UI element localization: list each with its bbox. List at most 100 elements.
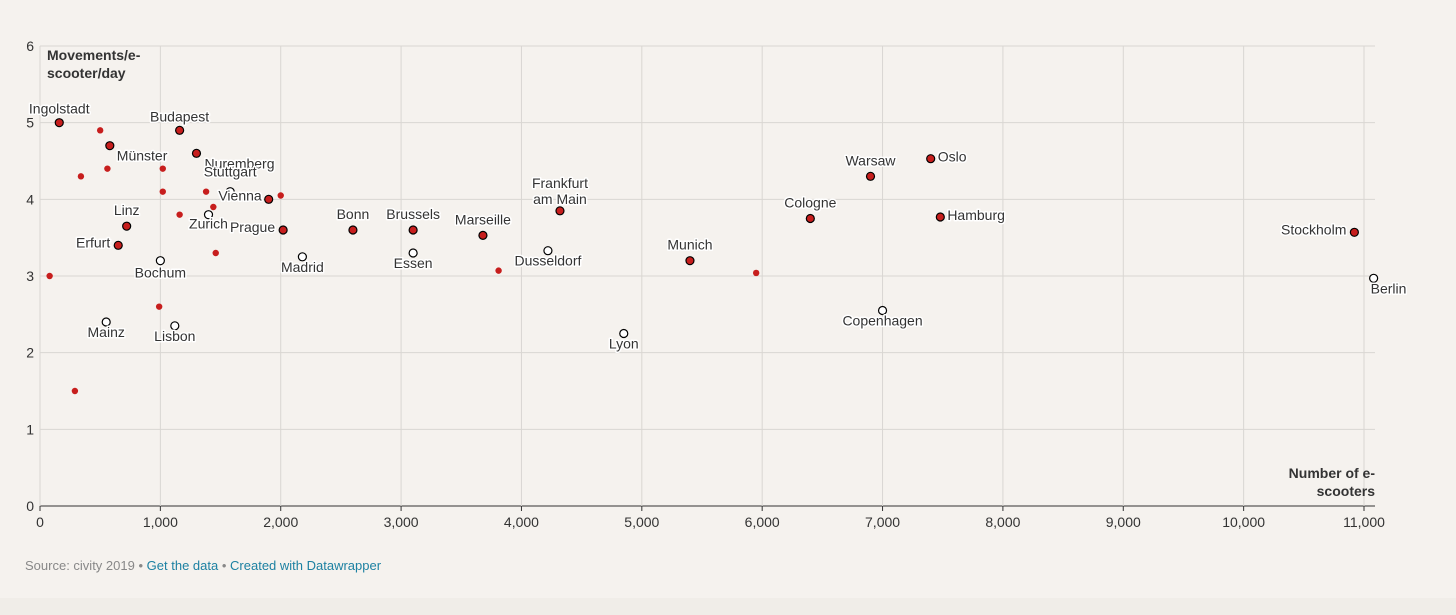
point-label-marseille: Marseille [455, 211, 511, 227]
data-point-munich [685, 256, 695, 266]
point-label-warsaw: Warsaw [845, 152, 896, 168]
tick-labels: 0 1 2 3 4 5 6 0 1,000 2,000 3,000 4,000 5,000 6,000 7,… [26, 38, 1385, 530]
get-data-link[interactable]: Get the data [146, 558, 219, 573]
data-point-frankfurt-am-main [555, 206, 565, 216]
point-label-ingolstadt: Ingolstadt [29, 101, 90, 117]
data-point-erfurt [113, 240, 123, 250]
data-point-bochum [155, 256, 165, 266]
point-label-stuttgart: Stuttgart [204, 164, 257, 180]
data-point-linz [122, 221, 132, 231]
data-point-stuttgart [225, 187, 235, 197]
x-tick-label: 0 [36, 514, 44, 530]
data-point [159, 188, 166, 195]
data-point [210, 203, 217, 211]
data-point-marseille [478, 230, 488, 240]
point-label-prague: Prague [230, 219, 275, 235]
point-label-essen: Essen [394, 255, 433, 271]
y-tick-label: 2 [26, 345, 34, 361]
data-point-vienna [264, 194, 274, 204]
point-label-mainz: Mainz [88, 324, 125, 340]
data-point [46, 272, 53, 280]
data-point-stockholm [1349, 227, 1359, 237]
data-point-mainz [101, 317, 111, 327]
data-point [277, 192, 284, 199]
x-tick-label: 2,000 [263, 514, 298, 530]
y-tick-label: 3 [26, 268, 34, 284]
data-point-copenhagen [877, 305, 888, 316]
x-tick-label: 8,000 [985, 514, 1020, 530]
data-point-ingolstadt [54, 118, 64, 128]
data-point [71, 387, 79, 395]
data-point [159, 165, 166, 172]
point-label-bochum: Bochum [135, 265, 186, 281]
point-label-vienna: Vienna [218, 187, 262, 203]
data-point-hamburg [935, 212, 945, 222]
y-tick-label: 6 [26, 38, 34, 54]
point-label-stockholm: Stockholm [1281, 221, 1346, 237]
data-point [96, 127, 104, 134]
data-point [104, 165, 111, 172]
axis-titles: Movements/e- scooter/day Number of e- sc… [47, 47, 1375, 499]
datawrapper-link[interactable]: Created with Datawrapper [230, 558, 382, 573]
x-tick-label: 7,000 [865, 514, 900, 530]
gridlines [39, 45, 1375, 511]
point-label-zurich: Zurich [189, 216, 228, 232]
point-label-dusseldorf: Dusseldorf [514, 253, 581, 269]
x-tick-label: 1,000 [143, 514, 178, 530]
data-point-budapest [175, 125, 185, 135]
point-label-hamburg: Hamburg [947, 207, 1005, 223]
data-point-lisbon [170, 321, 180, 331]
x-axis-title-line1: Number of e- [1289, 465, 1376, 481]
bottom-band [0, 598, 1456, 615]
x-tick-label: 11,000 [1343, 514, 1385, 530]
data-point [77, 173, 85, 180]
data-point-dusseldorf [543, 246, 553, 256]
y-tick-label: 5 [26, 115, 34, 131]
point-label-bonn: Bonn [337, 206, 370, 222]
data-point-prague [278, 225, 288, 235]
data-point-cologne [805, 213, 815, 224]
footer-separator: • [138, 558, 144, 573]
footer-separator: • [221, 558, 227, 573]
x-axis-title-line2: scooters [1317, 483, 1376, 499]
point-label-oslo: Oslo [938, 149, 967, 165]
data-point [495, 267, 502, 274]
data-point [752, 269, 760, 277]
point-label-münster: Münster [117, 148, 168, 164]
data-point [202, 188, 210, 195]
y-axis-title-line1: Movements/e- [47, 47, 141, 63]
data-point-münster [105, 141, 115, 151]
data-point-oslo [926, 154, 936, 164]
data-point [212, 249, 219, 257]
point-label-frankfurt-am-main: Frankfurt am Main [532, 175, 588, 207]
point-label-munich: Munich [667, 237, 712, 253]
y-tick-label: 1 [26, 421, 34, 437]
data-point-berlin [1369, 273, 1379, 283]
chart-footer: Source: civity 2019 • Get the data • Cre… [25, 558, 381, 573]
data-point [155, 303, 163, 310]
y-tick-label: 0 [26, 498, 34, 514]
data-point-brussels [408, 225, 418, 235]
point-label-lyon: Lyon [609, 336, 639, 352]
x-tick-label: 10,000 [1222, 514, 1265, 530]
point-label-madrid: Madrid [281, 259, 324, 275]
data-point-lyon [619, 328, 629, 339]
x-tick-label: 4,000 [504, 514, 539, 530]
point-label-berlin: Berlin [1371, 280, 1407, 296]
x-tick-label: 3,000 [384, 514, 419, 530]
data-point-warsaw [865, 171, 876, 181]
point-label-copenhagen: Copenhagen [842, 313, 922, 329]
point-label-lisbon: Lisbon [154, 328, 195, 344]
point-label-nuremberg: Nuremberg [204, 155, 274, 171]
point-label-erfurt: Erfurt [76, 234, 110, 250]
data-point-zurich [203, 210, 214, 220]
point-label-brussels: Brussels [386, 206, 440, 222]
source-note: Source: civity 2019 [25, 558, 135, 573]
x-tick-label: 9,000 [1106, 514, 1141, 530]
x-tick-label: 6,000 [745, 514, 780, 530]
y-tick-label: 4 [26, 191, 34, 207]
data-point-essen [408, 248, 418, 258]
data-point-bonn [348, 225, 358, 235]
point-labels: Ingolstadt Budapest Münster NurembergStuttg… [27, 99, 1408, 353]
data-point-madrid [297, 252, 307, 262]
